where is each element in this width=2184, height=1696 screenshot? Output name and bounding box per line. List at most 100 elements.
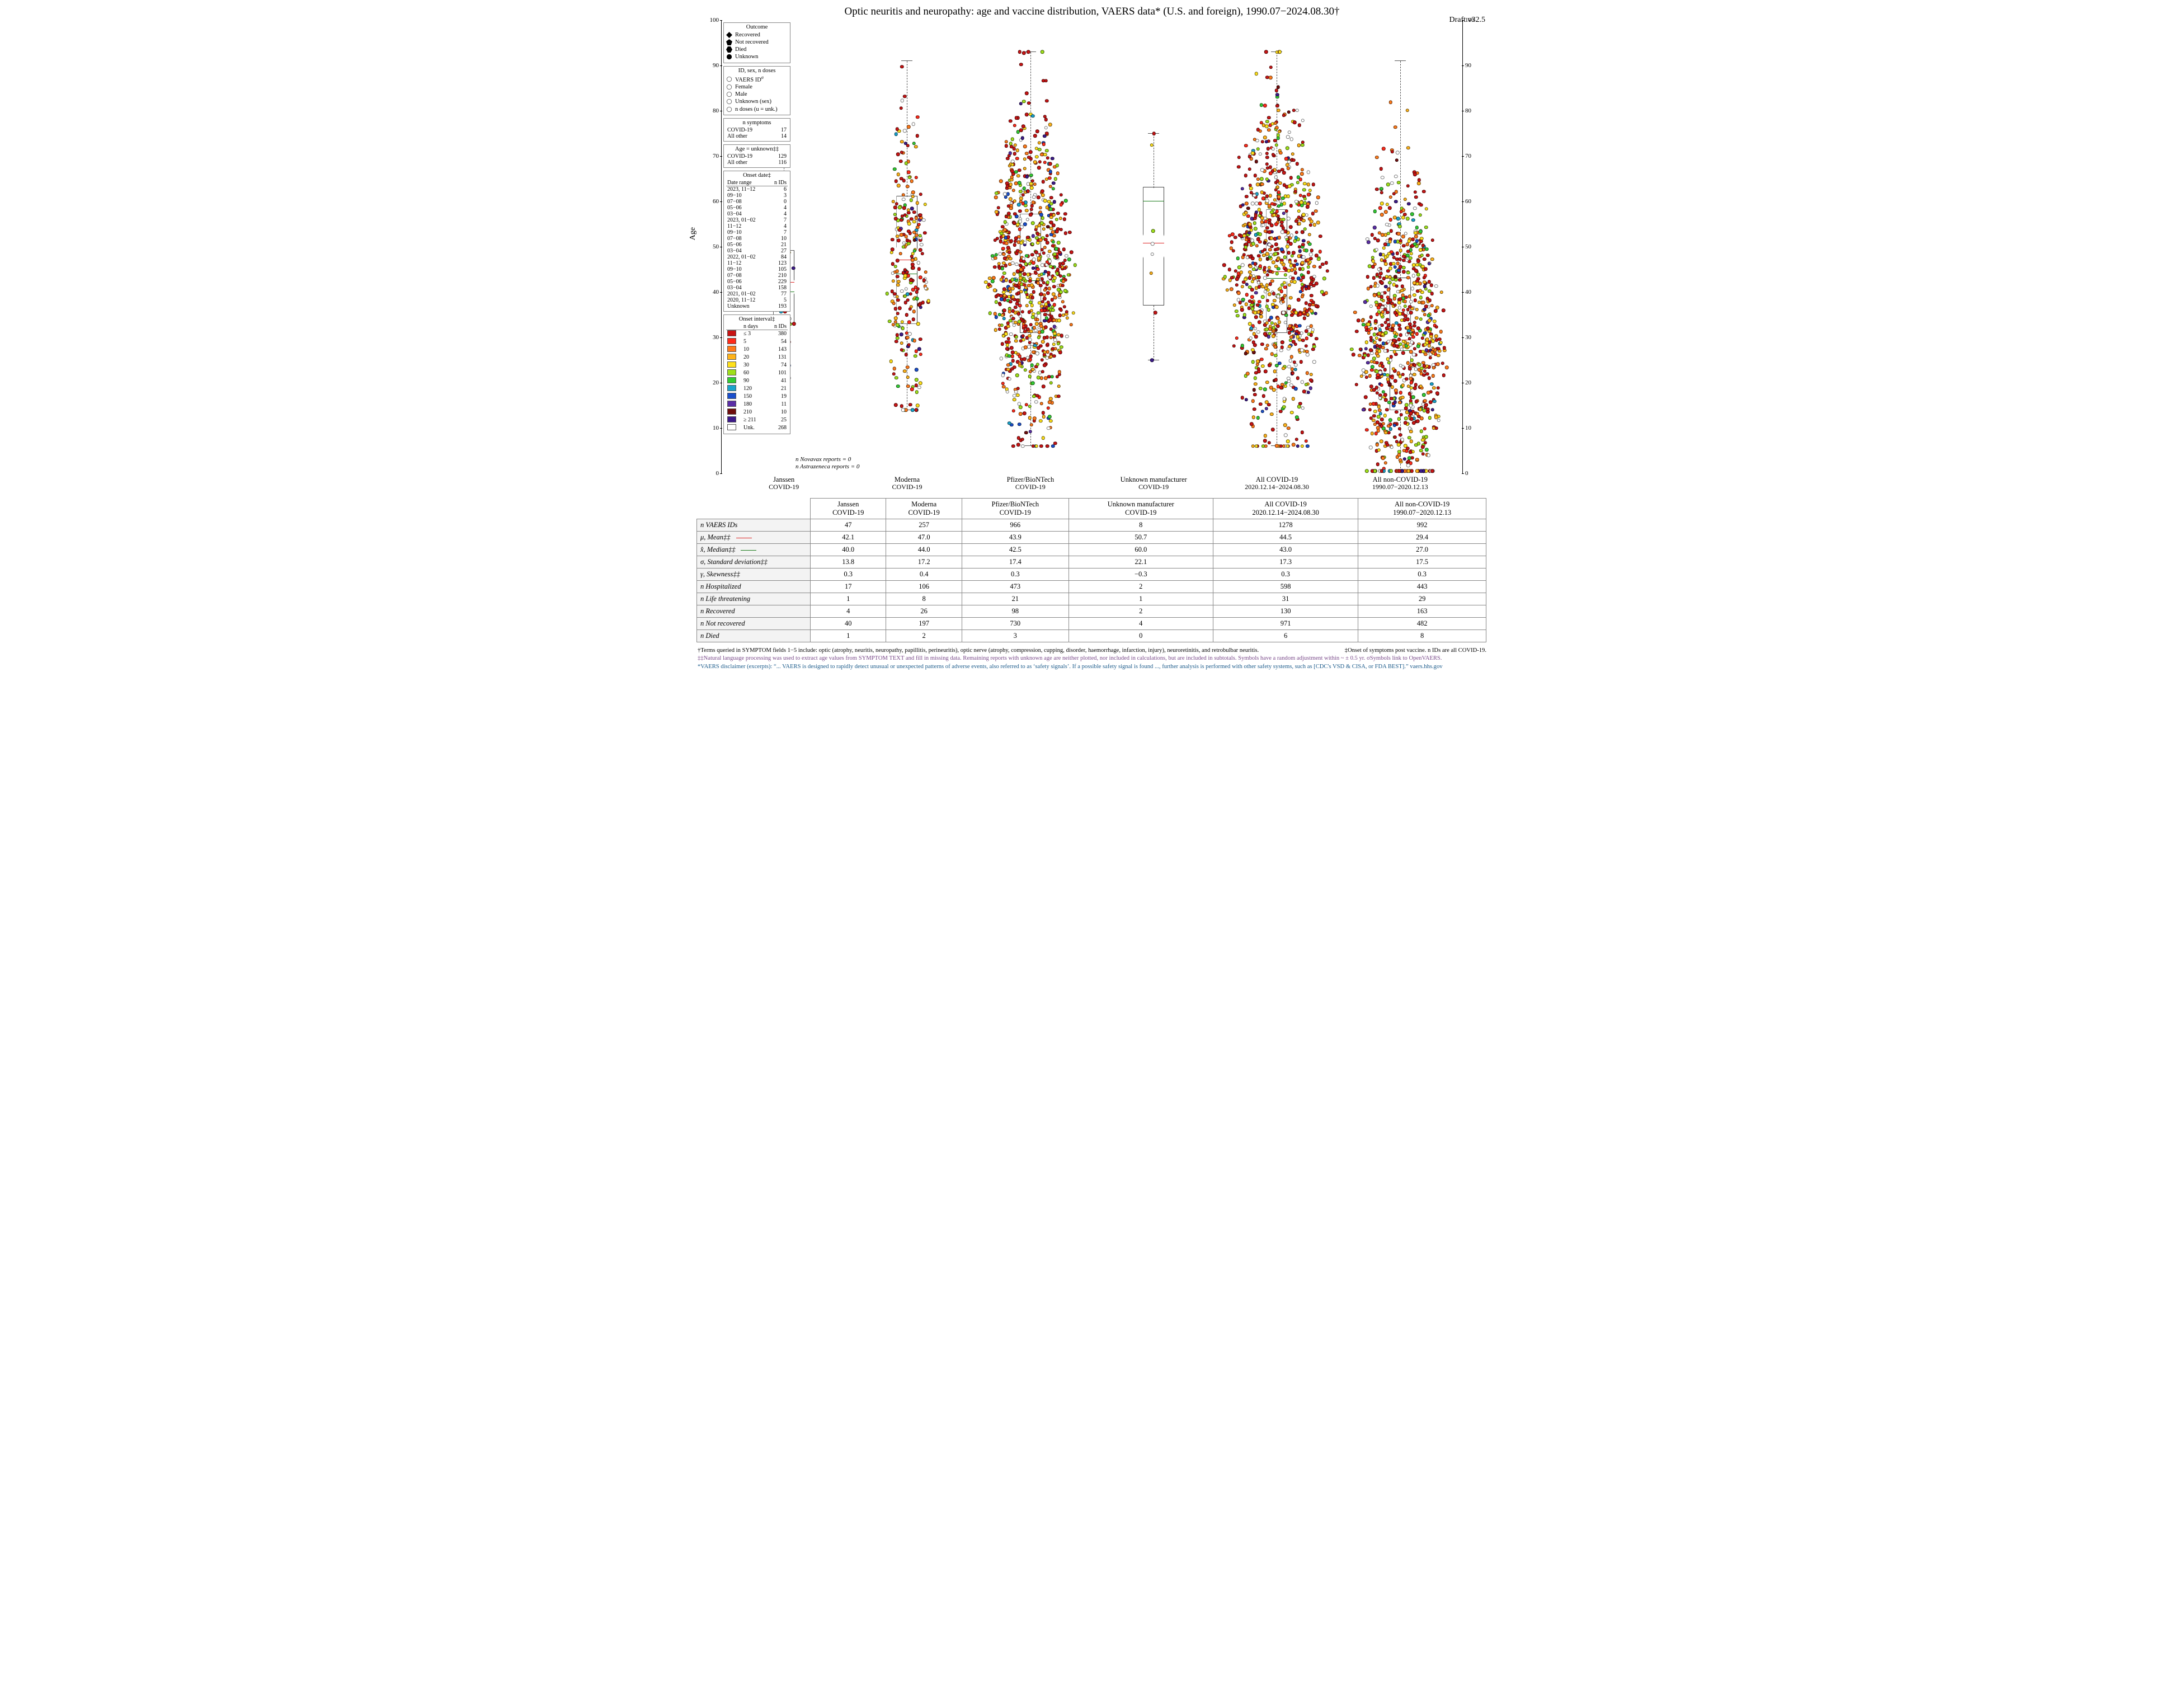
data-point	[1008, 310, 1012, 314]
data-point	[1375, 248, 1379, 252]
data-point	[1018, 181, 1022, 185]
data-point	[1230, 240, 1234, 244]
footnote-terms: †Terms queried in SYMPTOM fields 1−5 inc…	[698, 647, 1259, 655]
data-point	[1420, 253, 1424, 257]
data-point	[1405, 403, 1409, 407]
data-point	[1434, 309, 1438, 313]
data-point	[1006, 390, 1010, 394]
data-point	[1010, 346, 1014, 350]
data-point	[1044, 377, 1048, 380]
data-point	[1407, 239, 1411, 243]
data-point	[1278, 361, 1282, 365]
data-point	[1430, 283, 1434, 287]
data-point	[1382, 427, 1386, 431]
data-point	[1382, 246, 1386, 250]
data-point	[1023, 357, 1027, 361]
data-point	[1277, 218, 1281, 222]
data-point	[1305, 350, 1309, 354]
data-point	[1274, 143, 1278, 147]
data-point	[894, 179, 898, 183]
data-point	[1051, 157, 1055, 161]
data-point	[1265, 177, 1269, 181]
data-point	[894, 307, 898, 311]
data-point	[1045, 99, 1049, 103]
data-point	[1252, 416, 1256, 420]
data-point	[1264, 290, 1268, 294]
data-point	[1012, 273, 1016, 276]
data-point	[1292, 251, 1296, 255]
data-point	[1035, 147, 1039, 151]
data-point	[1300, 295, 1304, 299]
data-point	[1247, 240, 1251, 244]
data-point	[1004, 264, 1008, 267]
data-point	[1293, 267, 1297, 271]
data-point	[1398, 312, 1402, 316]
data-point	[1030, 208, 1034, 212]
column-moderna: ModernaCOVID-19	[845, 20, 968, 473]
data-point	[1290, 234, 1294, 238]
data-point	[1422, 276, 1426, 280]
data-point	[1258, 152, 1262, 156]
data-point	[903, 129, 907, 133]
data-point	[1056, 172, 1060, 176]
data-point	[1268, 230, 1272, 234]
data-point	[916, 115, 920, 119]
data-point	[1282, 171, 1286, 175]
data-point	[1314, 304, 1318, 308]
data-point	[1424, 225, 1428, 229]
legend-outcome: Outcome RecoveredNot recoveredDiedUnknow…	[723, 22, 790, 63]
data-point	[1399, 364, 1402, 368]
data-point	[1376, 462, 1380, 466]
data-point	[1019, 339, 1023, 343]
data-point	[1033, 416, 1037, 420]
data-point	[1410, 417, 1414, 421]
data-point	[1301, 119, 1305, 123]
data-point	[1029, 182, 1033, 186]
data-point	[1270, 353, 1274, 356]
data-point	[1430, 238, 1434, 242]
data-point	[1442, 308, 1446, 312]
data-point	[1388, 427, 1392, 431]
data-point	[1004, 215, 1008, 219]
data-point	[1384, 285, 1388, 289]
data-point	[1048, 162, 1052, 166]
data-point	[1025, 254, 1029, 258]
data-point	[913, 339, 917, 342]
data-point	[1388, 275, 1392, 279]
data-point	[1275, 444, 1279, 448]
data-point	[1251, 151, 1255, 155]
data-point	[1269, 165, 1273, 169]
data-point	[1406, 184, 1410, 188]
table-row: n VAERS IDs4725796681278992	[697, 519, 1486, 532]
data-point	[1373, 410, 1377, 414]
data-point	[900, 106, 903, 110]
data-point	[1381, 346, 1385, 350]
data-point	[1289, 204, 1293, 208]
data-point	[1039, 293, 1043, 297]
data-point	[1286, 146, 1289, 150]
data-point	[1373, 469, 1377, 473]
data-point	[1423, 399, 1427, 403]
data-point	[914, 145, 918, 149]
data-point	[1383, 243, 1387, 247]
data-point	[1237, 165, 1241, 169]
data-point	[1302, 219, 1306, 223]
data-point	[1007, 337, 1011, 341]
data-point	[1380, 440, 1383, 444]
data-point	[1011, 286, 1015, 290]
data-point	[1244, 223, 1248, 227]
data-point	[1386, 182, 1390, 186]
data-point	[1422, 452, 1425, 456]
data-point	[1019, 412, 1023, 416]
data-point	[907, 171, 911, 175]
data-point	[1296, 181, 1300, 185]
data-point	[912, 310, 916, 314]
data-point	[1402, 255, 1406, 259]
data-point	[1293, 120, 1297, 124]
data-point	[1419, 449, 1423, 453]
data-point	[1043, 297, 1047, 301]
data-point	[1397, 450, 1401, 454]
data-point	[910, 198, 914, 202]
data-point	[1286, 245, 1289, 248]
data-point	[1401, 308, 1405, 312]
